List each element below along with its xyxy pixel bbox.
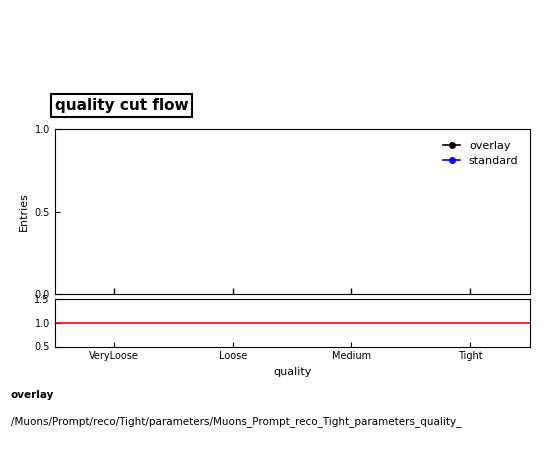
Y-axis label: Entries: Entries xyxy=(19,192,29,231)
X-axis label: quality: quality xyxy=(273,367,311,377)
Text: quality cut flow: quality cut flow xyxy=(55,98,188,113)
Text: /Muons/Prompt/reco/Tight/parameters/Muons_Prompt_reco_Tight_parameters_quality_: /Muons/Prompt/reco/Tight/parameters/Muon… xyxy=(11,416,461,427)
Text: overlay: overlay xyxy=(11,390,54,401)
Legend: overlay, standard: overlay, standard xyxy=(438,135,524,172)
